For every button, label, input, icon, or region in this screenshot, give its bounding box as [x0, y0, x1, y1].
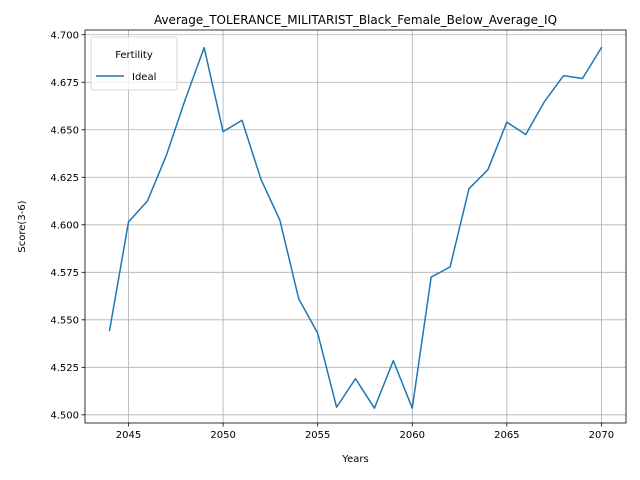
series-line-ideal — [108, 46, 603, 409]
x-tick-label: 2045 — [116, 430, 141, 441]
x-tick-label: 2055 — [305, 430, 330, 441]
grid-lines — [85, 30, 626, 423]
y-tick-label: 4.550 — [50, 315, 79, 326]
legend-label-ideal: Ideal — [132, 72, 156, 83]
x-tick-label: 2060 — [400, 430, 425, 441]
x-tick-label: 2065 — [494, 430, 519, 441]
y-tick-label: 4.600 — [50, 220, 79, 231]
chart-title: Average_TOLERANCE_MILITARIST_Black_Femal… — [154, 13, 557, 27]
y-tick-label: 4.700 — [50, 30, 79, 41]
x-axis-label: Years — [341, 454, 368, 465]
y-tick-label: 4.525 — [50, 363, 79, 374]
y-tick-label: 4.575 — [50, 268, 79, 279]
legend: Fertility Ideal — [90, 36, 178, 91]
series-lines — [108, 46, 603, 409]
y-tick-label: 4.675 — [50, 78, 79, 89]
y-tick-label: 4.625 — [50, 173, 79, 184]
plot-frame — [84, 29, 627, 424]
x-tick-label: 2050 — [210, 430, 235, 441]
y-axis-label: Score(3-6) — [17, 200, 28, 252]
y-tick-label: 4.650 — [50, 125, 79, 136]
y-tick-label: 4.500 — [50, 410, 79, 421]
axis-ticks: 2045 2050 2055 2060 2065 2070 4.500 4.525 4.550 4… — [50, 30, 614, 441]
x-tick-label: 2070 — [589, 430, 614, 441]
legend-title: Fertility — [115, 50, 153, 61]
